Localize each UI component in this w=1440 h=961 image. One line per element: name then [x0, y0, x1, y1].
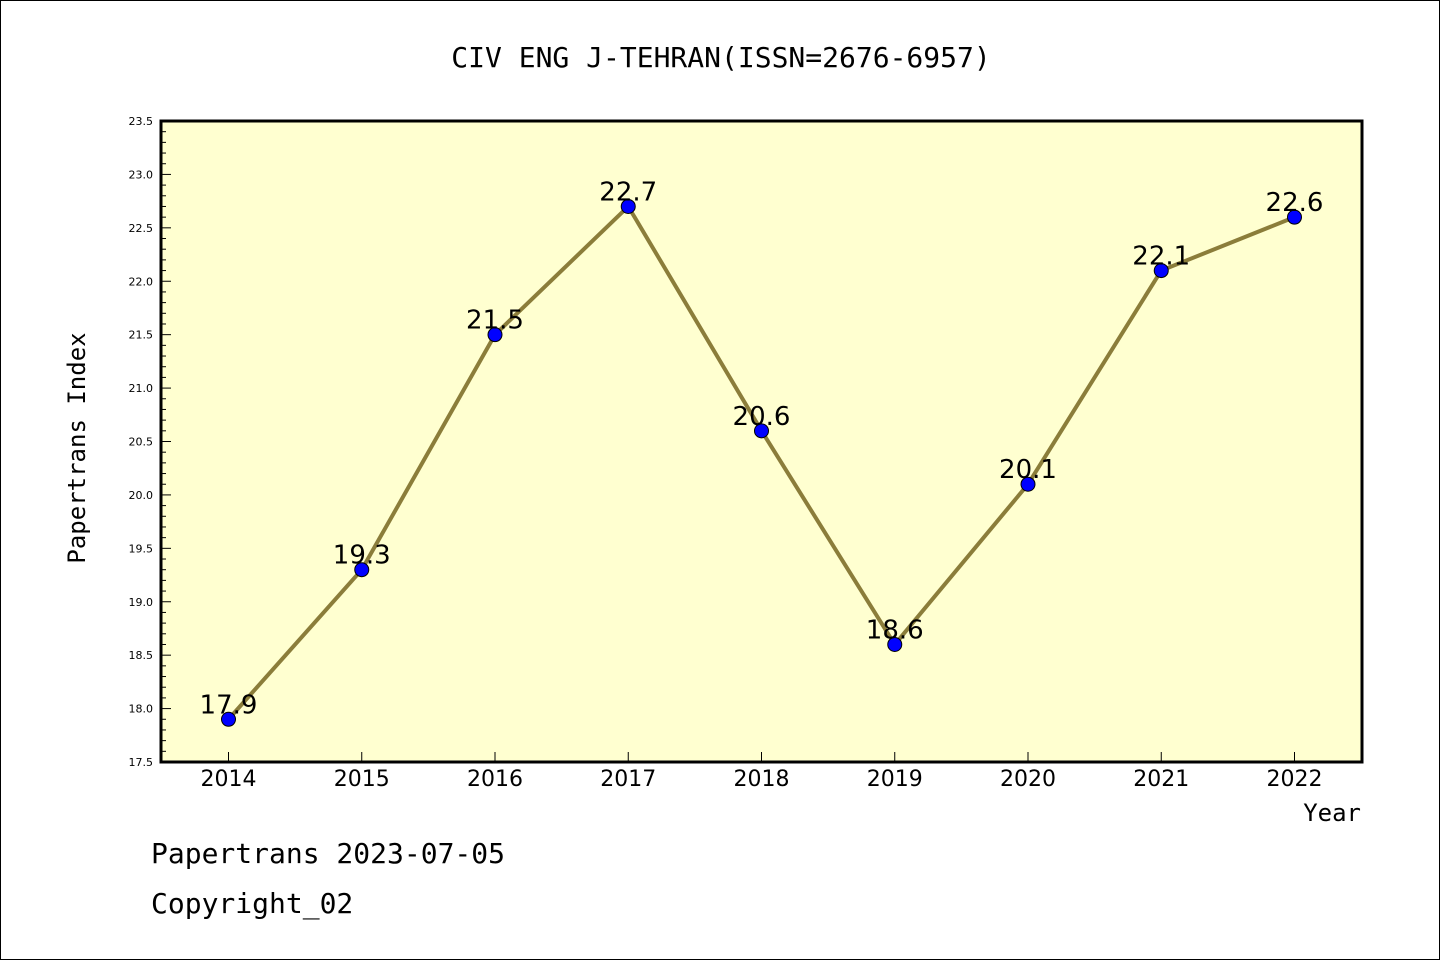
data-point: [1153, 263, 1169, 279]
data-point: [487, 327, 503, 343]
data-label: 18.6: [866, 615, 924, 645]
x-axis: 2014 2015 2016 2017 2018 2019 2020 2021 2022: [201, 752, 1323, 792]
data-label: 22.7: [599, 177, 657, 207]
x-tick-label: 2020: [1000, 767, 1056, 792]
y-tick-label: 20.0: [129, 489, 154, 502]
footer-date: Papertrans 2023-07-05: [151, 837, 506, 870]
y-tick-label: 18.5: [129, 649, 154, 662]
data-label: 22.1: [1132, 242, 1190, 272]
data-point: [754, 423, 769, 439]
data-label: 22.6: [1266, 188, 1324, 218]
y-tick-label: 17.5: [129, 756, 154, 769]
series-layer: [221, 198, 1302, 727]
data-label: 19.3: [333, 541, 391, 571]
data-label: 20.1: [999, 455, 1057, 485]
chart-title: CIV ENG J-TEHRAN(ISSN=2676-6957): [451, 41, 990, 74]
data-point: [887, 636, 903, 652]
x-tick-label: 2015: [334, 767, 390, 792]
y-tick-label: 23.5: [129, 115, 154, 128]
y-axis: 17.5 18.0 18.5 19.0 19.5 20.0 20.5 21.0 21.5 22.0…: [129, 115, 171, 769]
y-tick-label: 23.0: [129, 168, 154, 181]
y-tick-label: 21.5: [129, 329, 154, 342]
data-point: [354, 562, 370, 578]
y-tick-label: 19.0: [129, 596, 154, 609]
data-label: 21.5: [466, 306, 524, 336]
data-point: [1287, 209, 1302, 225]
x-axis-label: Year: [1303, 799, 1361, 827]
y-tick-label: 22.0: [129, 275, 154, 288]
data-point: [221, 711, 236, 727]
y-axis-label: Papertrans Index: [63, 332, 91, 563]
plot-area: [159, 119, 1364, 764]
x-tick-label: 2017: [600, 767, 656, 792]
y-tick-label: 20.5: [129, 436, 154, 449]
x-tick-label: 2016: [467, 767, 523, 792]
x-tick-label: 2019: [867, 767, 923, 792]
x-tick-label: 2018: [734, 767, 790, 792]
y-tick-label: 22.5: [129, 222, 154, 235]
y-tick-label: 19.5: [129, 542, 154, 555]
data-label: 20.6: [733, 402, 791, 432]
footer-copyright: Copyright_02: [151, 887, 354, 920]
x-tick-label: 2022: [1267, 767, 1323, 792]
data-point: [1020, 476, 1036, 492]
y-tick-label: 18.0: [129, 703, 154, 716]
data-label: 17.9: [200, 690, 258, 720]
data-labels: 17.9 19.3 21.5 22.7 20.6 18.6 20.1 22.1 22.6: [200, 177, 1324, 720]
y-tick-label: 21.0: [129, 382, 154, 395]
x-tick-label: 2014: [201, 767, 257, 792]
data-point: [620, 198, 636, 214]
x-tick-label: 2021: [1133, 767, 1189, 792]
